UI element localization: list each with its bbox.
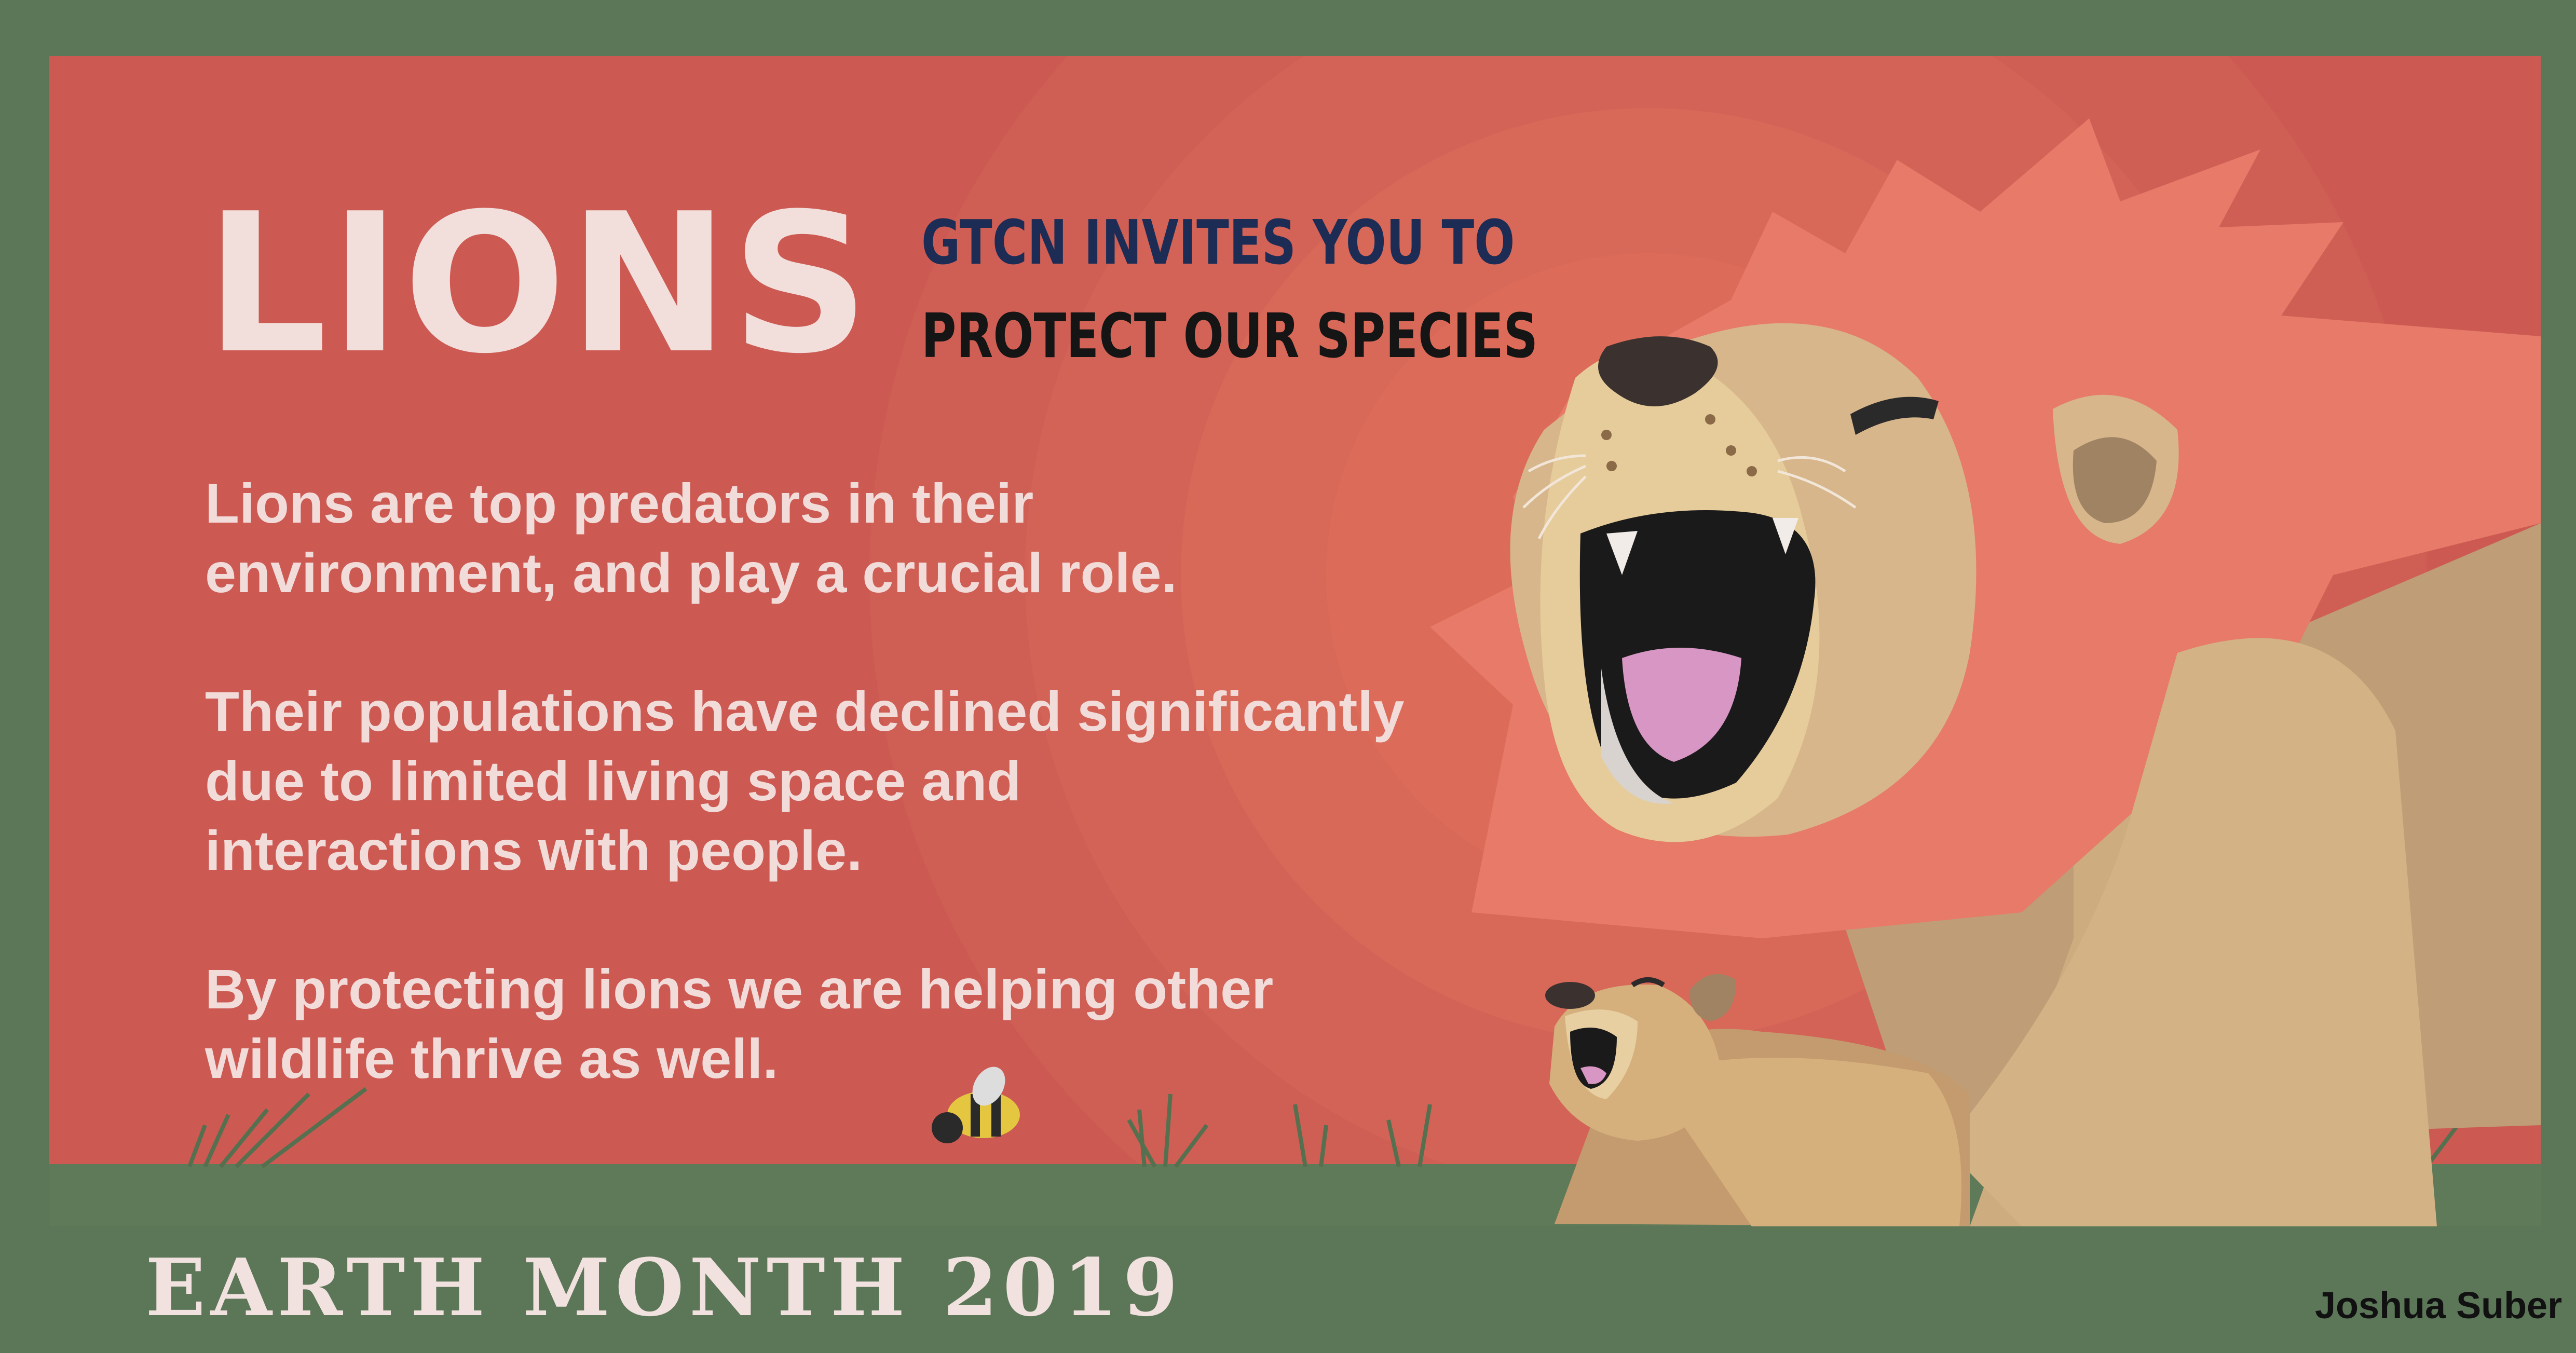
lion-head (1510, 323, 2179, 842)
poster-panel: LIONS GTCN INVITES YOU TO PROTECT OUR SP… (49, 56, 2541, 1226)
poster-title: LIONS (205, 173, 872, 396)
bee-icon (932, 1067, 1020, 1143)
invite-subheading: PROTECT OUR SPECIES (921, 300, 1538, 372)
illustration (49, 56, 2541, 1226)
paragraph-predators: Lions are top predators in their environ… (205, 472, 1177, 604)
paragraph-protection: By protecting lions we are helping other… (205, 958, 1274, 1090)
lion-leg (1944, 638, 2437, 1226)
paragraph-decline: Their populations have declined signific… (205, 680, 1405, 882)
artist-credit: Joshua Suber (2315, 1285, 2563, 1327)
lion-cub (1545, 974, 1970, 1226)
footer-title: EARTH MONTH 2019 (145, 1241, 1183, 1334)
invite-heading: GTCN INVITES YOU TO (921, 207, 1515, 278)
